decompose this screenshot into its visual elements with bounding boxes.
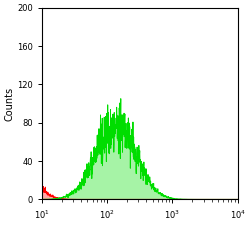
Y-axis label: Counts: Counts: [4, 86, 14, 121]
